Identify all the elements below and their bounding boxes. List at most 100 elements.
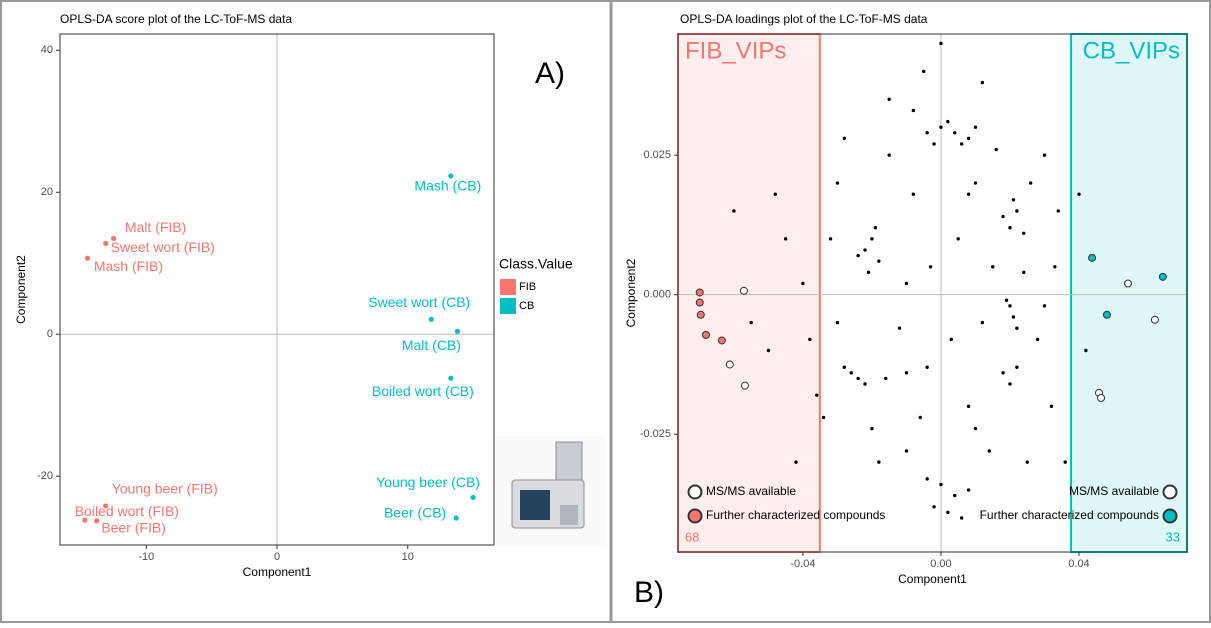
characterized-point — [1102, 310, 1111, 319]
point-label: Malt (CB) — [402, 337, 461, 353]
characterized-point — [1158, 272, 1167, 281]
score-point — [103, 503, 109, 509]
feature-point — [856, 376, 860, 381]
point-label: Mash (FIB) — [94, 258, 163, 274]
point-label: Mash (CB) — [414, 178, 481, 194]
feature-point — [928, 265, 933, 269]
vip-region — [1070, 33, 1188, 553]
point-label: Sweet wort (FIB) — [111, 239, 215, 255]
y-tick-label: -0.025 — [640, 428, 671, 440]
msms-point — [725, 360, 734, 369]
feature-point — [939, 41, 943, 46]
score-point — [103, 240, 109, 246]
feature-point — [821, 415, 826, 420]
score-point — [453, 515, 459, 521]
feature-point — [1063, 460, 1067, 464]
y-axis-title: Component2 — [14, 255, 28, 324]
feature-point — [966, 404, 971, 409]
feature-point — [939, 482, 943, 487]
legend-key — [687, 508, 703, 524]
feature-point — [801, 281, 805, 286]
feature-point — [966, 192, 971, 196]
x-tick-label: 0.00 — [930, 558, 951, 570]
score-point — [448, 375, 454, 381]
characterized-point — [701, 330, 710, 339]
characterized-point — [695, 298, 704, 307]
feature-point — [849, 371, 853, 375]
feature-point — [966, 136, 971, 141]
point-label: Young beer (CB) — [376, 474, 480, 490]
plot-frame — [59, 33, 495, 546]
legend-label: Further characterized compounds — [980, 508, 1159, 522]
feature-point — [932, 505, 936, 509]
y-axis-title: Component2 — [624, 258, 638, 327]
legend-label: CB — [519, 300, 534, 312]
y-tick-label: 0 — [47, 328, 53, 340]
feature-point — [918, 415, 922, 420]
feature-point — [946, 510, 950, 515]
feature-point — [1015, 209, 1019, 213]
feature-point — [1053, 265, 1057, 269]
legend-key — [1162, 508, 1178, 524]
feature-point — [939, 125, 943, 129]
point-label: Young beer (FIB) — [112, 481, 218, 497]
panel-annotation: B) — [634, 576, 664, 609]
legend-label: Further characterized compounds — [706, 508, 885, 522]
characterized-point — [1088, 253, 1097, 262]
feature-point — [925, 131, 929, 135]
feature-point — [1025, 460, 1029, 464]
feature-point — [911, 108, 916, 113]
feature-point — [1084, 348, 1088, 353]
score-point — [470, 494, 476, 501]
feature-point — [1008, 225, 1012, 230]
feature-point — [904, 449, 909, 453]
instrument-image — [495, 436, 605, 546]
feature-point — [1001, 214, 1005, 219]
point-label: Sweet wort (CB) — [368, 294, 470, 310]
feature-point — [866, 270, 871, 275]
feature-point — [1049, 404, 1054, 409]
feature-point — [1056, 209, 1060, 213]
y-tick-label: 40 — [41, 44, 53, 56]
feature-point — [980, 320, 985, 325]
feature-point — [1001, 371, 1005, 375]
feature-point — [856, 253, 860, 258]
region-count: 33 — [1166, 529, 1180, 544]
msms-point — [1123, 279, 1132, 288]
feature-point — [835, 320, 840, 325]
msms-point — [740, 381, 749, 390]
feature-point — [994, 147, 998, 152]
feature-point — [863, 248, 867, 252]
feature-point — [773, 192, 778, 196]
feature-point — [1022, 270, 1026, 275]
characterized-point — [695, 288, 704, 297]
region-label: CB_VIPs — [1083, 37, 1180, 64]
point-label: Boiled wort (CB) — [372, 383, 474, 399]
y-tick-label: -20 — [37, 470, 53, 482]
feature-point — [1042, 153, 1047, 157]
feature-point — [1077, 192, 1081, 196]
feature-point — [932, 142, 936, 146]
feature-point — [794, 460, 798, 464]
feature-point — [783, 237, 788, 241]
legend-label: FIB — [519, 281, 536, 293]
x-tick-label: 0.04 — [1068, 558, 1089, 570]
feature-point — [1011, 315, 1016, 319]
feature-point — [973, 125, 978, 129]
feature-point — [946, 119, 950, 124]
feature-point — [966, 488, 971, 492]
feature-point — [1022, 231, 1026, 235]
x-axis-title: Component1 — [243, 565, 312, 579]
legend-key — [500, 298, 516, 314]
x-tick-label: 0 — [274, 551, 280, 563]
feature-point — [828, 237, 833, 241]
feature-point — [980, 80, 985, 85]
score-point — [428, 316, 434, 322]
feature-point — [911, 192, 916, 196]
feature-point — [953, 131, 957, 135]
feature-point — [808, 337, 812, 342]
y-tick-label: 0.000 — [643, 289, 671, 301]
chart-title: OPLS-DA score plot of the LC-ToF-MS data — [60, 12, 292, 26]
